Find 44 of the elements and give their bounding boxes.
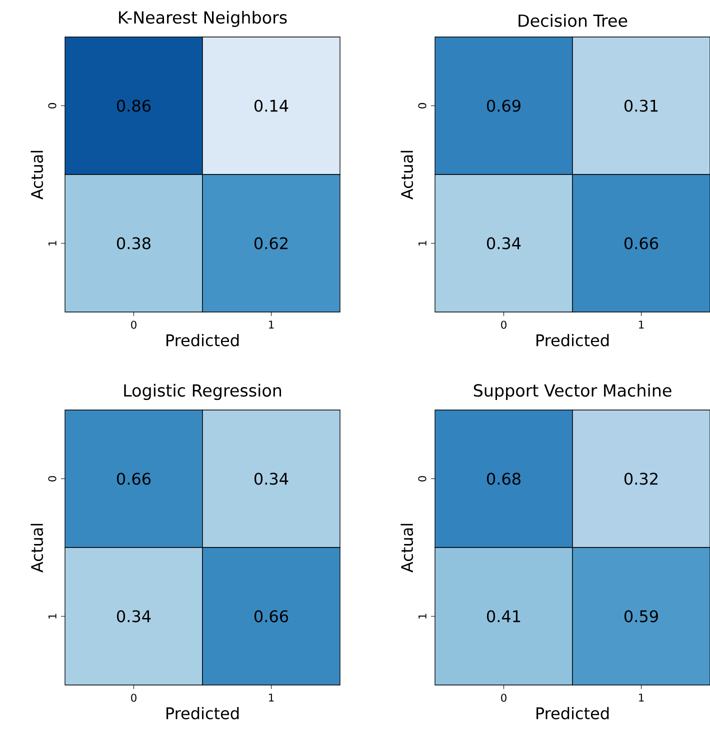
data-label: 0.68 xyxy=(486,472,520,485)
data-label: 0.14 xyxy=(254,100,288,112)
data-label: 0.66 xyxy=(624,237,658,250)
x-tick-label: 1 xyxy=(269,694,274,702)
data-label: 0.69 xyxy=(486,100,520,112)
chart-title: K-Nearest Neighbors xyxy=(119,10,287,27)
y-tick-label: 1 xyxy=(418,240,426,246)
chart-title: Decision Tree xyxy=(518,14,628,27)
y-axis-title: Actual xyxy=(30,524,44,572)
data-label: 0.34 xyxy=(254,472,288,485)
y-tick-label: 1 xyxy=(48,240,56,246)
y-tick-label: 0 xyxy=(418,103,426,108)
data-label: 0.66 xyxy=(116,472,151,485)
data-label: 0.34 xyxy=(486,237,521,250)
chart-title: Logistic Regression xyxy=(124,384,282,400)
x-axis-title: Predicted xyxy=(536,334,609,346)
data-label: 0.86 xyxy=(116,100,151,112)
data-label: 0.38 xyxy=(116,237,150,250)
x-tick-label: 1 xyxy=(269,320,274,328)
data-label: 0.32 xyxy=(624,472,658,485)
x-tick-label: 0 xyxy=(501,320,506,329)
y-tick-label: 0 xyxy=(48,103,56,108)
x-axis-title: Predicted xyxy=(536,706,609,720)
x-tick-label: 1 xyxy=(639,694,644,702)
chart-title: Support Vector Machine xyxy=(474,384,672,400)
data-label: 0.62 xyxy=(254,237,288,250)
y-tick-label: 0 xyxy=(418,476,426,482)
y-tick-label: 0 xyxy=(48,476,56,482)
x-tick-label: 0 xyxy=(501,694,506,702)
data-label: 0.41 xyxy=(486,610,520,622)
y-axis-title: Actual xyxy=(30,150,44,200)
data-label: 0.66 xyxy=(254,610,288,622)
x-tick-label: 0 xyxy=(131,320,136,329)
x-tick-label: 1 xyxy=(639,320,644,328)
data-label: 0.31 xyxy=(624,100,658,112)
y-axis-title: Actual xyxy=(400,150,414,200)
x-axis-title: Predicted xyxy=(166,334,239,346)
data-label: 0.59 xyxy=(624,610,658,622)
x-tick-label: 0 xyxy=(131,694,136,702)
y-tick-label: 1 xyxy=(418,614,426,618)
x-axis-title: Predicted xyxy=(166,706,239,720)
y-axis-title: Actual xyxy=(400,524,414,572)
data-label: 0.34 xyxy=(116,610,151,622)
y-tick-label: 1 xyxy=(48,614,56,618)
